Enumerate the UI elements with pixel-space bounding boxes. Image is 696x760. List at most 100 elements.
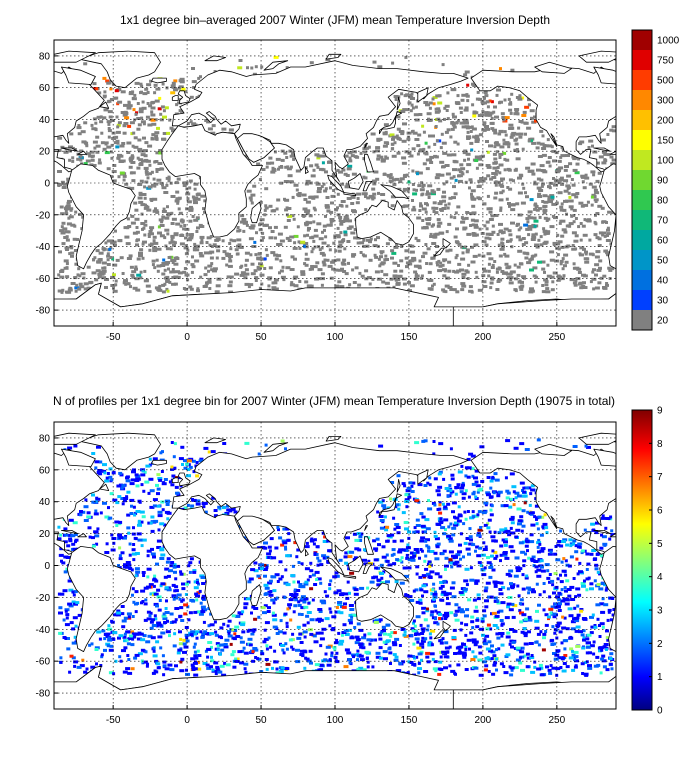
bin-marker <box>491 230 496 234</box>
bin-marker <box>504 616 510 620</box>
bin-marker <box>186 278 190 282</box>
bin-marker <box>423 618 428 622</box>
bin-marker <box>337 601 343 604</box>
bin-marker <box>104 141 109 145</box>
bin-marker <box>160 470 164 473</box>
bin-marker <box>71 656 76 660</box>
bin-marker <box>263 213 267 217</box>
bin-marker <box>264 187 269 191</box>
bin-marker <box>326 209 330 213</box>
bin-marker <box>89 150 95 154</box>
bin-marker <box>245 272 250 276</box>
bin-marker <box>404 493 409 497</box>
bin-marker <box>321 241 327 245</box>
bin-marker <box>529 287 534 291</box>
bin-marker <box>419 188 425 192</box>
bin-marker <box>564 602 570 606</box>
bin-marker <box>180 445 185 449</box>
bin-marker <box>102 147 107 151</box>
bin-marker <box>115 139 120 143</box>
bin-marker <box>603 158 607 162</box>
bin-marker <box>224 252 229 256</box>
bin-marker <box>469 578 475 582</box>
bin-marker <box>463 73 468 77</box>
bin-marker <box>522 627 527 631</box>
bin-marker <box>328 607 332 611</box>
bin-marker <box>277 630 283 634</box>
bin-marker <box>518 95 522 99</box>
bin-marker <box>119 256 124 260</box>
bin-marker <box>488 218 494 221</box>
bin-marker <box>359 658 365 662</box>
bin-marker <box>464 489 468 493</box>
bin-marker <box>262 568 268 571</box>
bin-marker <box>293 183 299 187</box>
bin-marker <box>250 201 254 205</box>
bin-marker <box>479 564 483 567</box>
bin-marker <box>100 655 104 659</box>
bin-marker <box>434 669 438 673</box>
bin-marker <box>558 630 563 634</box>
bin-marker <box>514 142 519 146</box>
bin-marker <box>195 499 201 503</box>
bin-marker <box>361 636 367 640</box>
bin-marker <box>131 552 137 556</box>
bin-marker <box>291 195 295 199</box>
bin-marker <box>407 530 411 534</box>
bin-marker <box>195 230 199 233</box>
bin-marker <box>465 537 470 540</box>
bin-marker <box>428 101 433 105</box>
bin-marker <box>71 542 76 546</box>
bin-marker <box>131 548 136 552</box>
bin-marker <box>458 648 462 652</box>
bin-marker <box>382 650 388 654</box>
bin-marker <box>565 184 571 188</box>
bin-marker <box>582 286 588 289</box>
bin-marker <box>485 232 491 236</box>
bin-marker <box>579 609 584 613</box>
bin-marker <box>165 599 168 603</box>
bin-marker <box>376 578 382 582</box>
bin-marker <box>414 441 420 445</box>
bin-marker <box>142 136 146 140</box>
bin-marker <box>143 223 148 227</box>
bin-marker <box>426 660 431 664</box>
bin-marker <box>461 272 467 276</box>
bin-marker <box>77 267 81 271</box>
bin-marker <box>457 179 463 183</box>
bin-marker <box>188 570 192 574</box>
y-tick-label: 0 <box>44 179 50 190</box>
bin-marker <box>574 619 580 623</box>
bin-marker <box>312 542 316 546</box>
bin-marker <box>571 244 575 247</box>
bin-marker <box>63 527 68 531</box>
bin-marker <box>431 206 436 210</box>
bin-marker <box>241 218 247 221</box>
bin-marker <box>482 614 487 618</box>
bin-marker <box>405 556 410 560</box>
bin-marker <box>106 254 111 258</box>
bin-marker <box>451 526 457 530</box>
bin-marker <box>139 82 143 86</box>
bin-marker <box>419 645 425 649</box>
colorbar-segment <box>632 90 652 110</box>
bin-marker <box>568 195 572 199</box>
bin-marker <box>549 258 555 262</box>
bin-marker <box>425 544 429 548</box>
bin-marker <box>154 659 159 663</box>
bin-marker <box>68 145 73 149</box>
bin-marker <box>443 630 449 634</box>
bin-marker <box>244 263 248 267</box>
bin-marker <box>135 288 141 292</box>
bin-marker <box>452 168 457 172</box>
bin-marker <box>375 146 381 150</box>
bin-marker <box>165 183 169 187</box>
bin-marker <box>149 611 153 615</box>
bin-marker <box>433 206 439 210</box>
bin-marker <box>443 505 448 509</box>
bin-marker <box>252 72 257 76</box>
bin-marker <box>355 155 360 159</box>
bin-marker <box>280 575 284 579</box>
bin-marker <box>521 489 524 492</box>
bin-marker <box>161 183 164 187</box>
